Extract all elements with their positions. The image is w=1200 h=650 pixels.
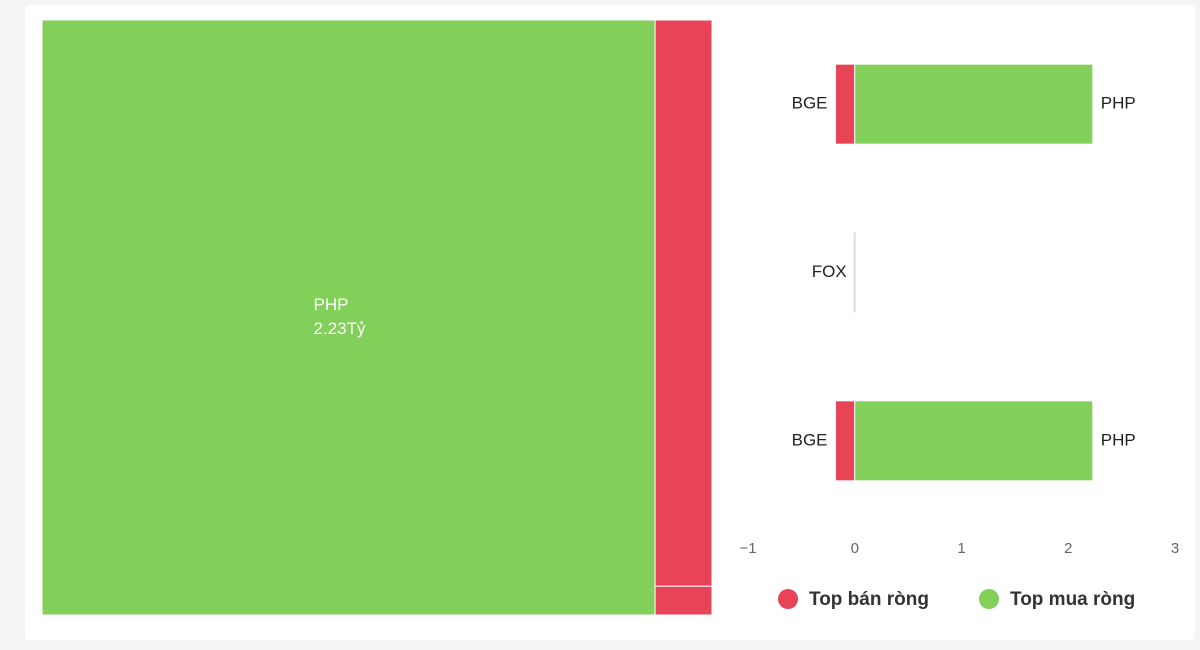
bar-label: BGE bbox=[792, 94, 828, 113]
bar bbox=[854, 63, 1094, 145]
bar bbox=[835, 63, 856, 145]
legend-label: Top mua ròng bbox=[1010, 589, 1135, 610]
treemap-cell bbox=[41, 19, 656, 616]
bar-label: FOX bbox=[812, 262, 847, 281]
x-tick-label: 3 bbox=[1171, 540, 1179, 557]
x-tick-label: −1 bbox=[739, 540, 756, 557]
legend-marker bbox=[778, 589, 798, 609]
treemap-cell bbox=[654, 19, 713, 587]
bar-label: PHP bbox=[1101, 94, 1136, 113]
legend-label: Top bán ròng bbox=[809, 589, 929, 610]
x-tick-label: 0 bbox=[851, 540, 859, 557]
cell-label: PHP bbox=[314, 295, 349, 314]
bar-label: BGE bbox=[792, 430, 828, 449]
legend-marker bbox=[979, 589, 999, 609]
x-tick-label: 2 bbox=[1064, 540, 1072, 557]
x-tick-label: 1 bbox=[957, 540, 965, 557]
treemap-cell bbox=[654, 585, 713, 616]
bar bbox=[854, 400, 1094, 482]
cell-value: 2.23Tỷ bbox=[314, 319, 366, 338]
bar bbox=[835, 400, 856, 482]
bar-label: PHP bbox=[1101, 430, 1136, 449]
